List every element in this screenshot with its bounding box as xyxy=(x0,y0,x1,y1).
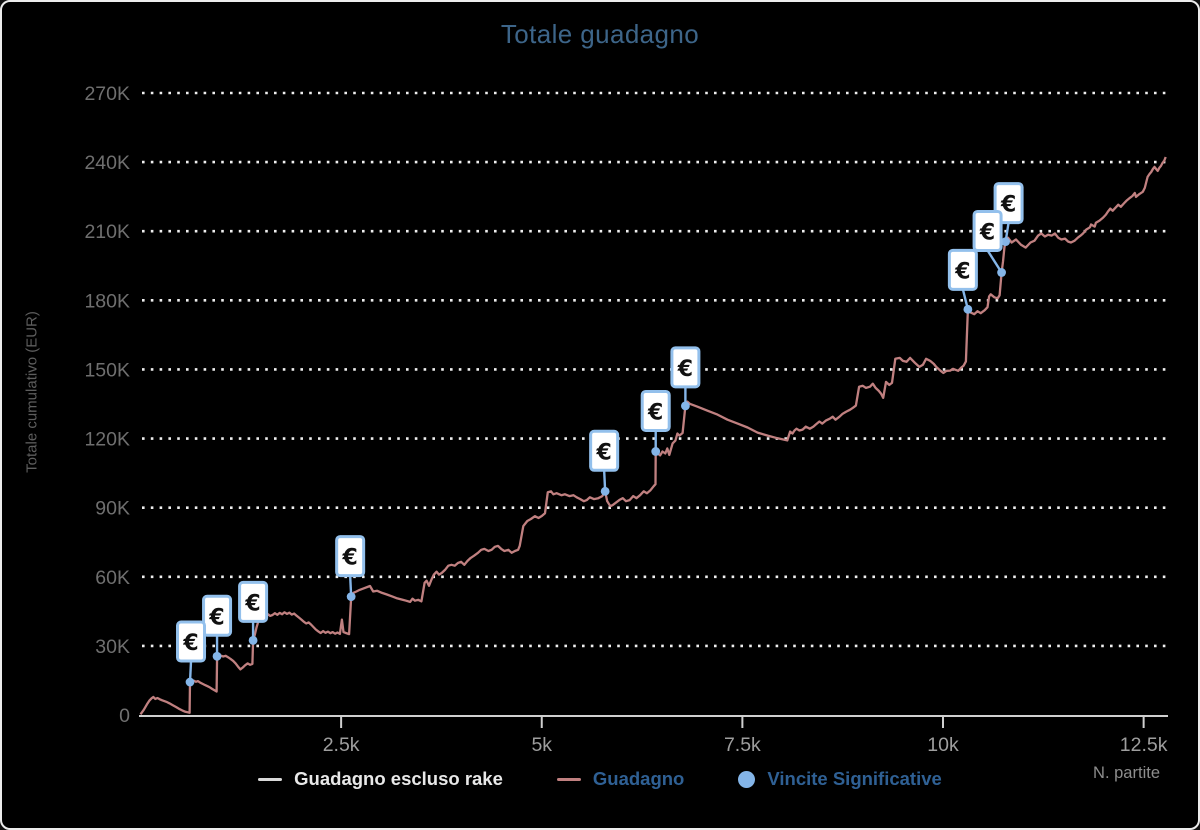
y-tick-label: 0 xyxy=(119,705,130,727)
win-dot[interactable] xyxy=(185,677,195,687)
y-tick-label: 60K xyxy=(95,567,130,589)
legend-label: Vincite Significative xyxy=(767,768,942,789)
euro-marker-symbol: € xyxy=(979,220,995,245)
euro-marker-symbol: € xyxy=(208,605,224,630)
euro-marker-symbol: € xyxy=(595,440,611,465)
euro-marker-symbol: € xyxy=(342,546,358,571)
euro-marker-box[interactable] xyxy=(947,248,978,291)
x-tick-label: 10k xyxy=(927,734,959,756)
euro-marker-symbol: € xyxy=(647,400,663,425)
y-tick-label: 90K xyxy=(95,498,130,520)
y-tick-label: 150K xyxy=(84,359,130,381)
x-tick-label: 12.5k xyxy=(1120,734,1168,756)
euro-marker-box[interactable] xyxy=(589,429,620,472)
rake-line-swatch xyxy=(258,777,283,781)
y-tick-label: 270K xyxy=(84,83,130,105)
x-tick-label: 5k xyxy=(531,734,552,756)
euro-marker-symbol: € xyxy=(1000,193,1016,218)
euro-marker-symbol: € xyxy=(182,631,198,656)
y-tick-label: 120K xyxy=(84,429,130,451)
euro-marker-symbol: € xyxy=(244,591,260,616)
win-dot[interactable] xyxy=(997,268,1006,277)
y-tick-label: 30K xyxy=(95,636,130,658)
euro-marker-box[interactable] xyxy=(238,580,269,623)
guadagno-line-swatch xyxy=(556,777,581,781)
euro-marker-symbol: € xyxy=(677,357,693,382)
win-dot[interactable] xyxy=(248,635,258,645)
win-dot[interactable] xyxy=(680,401,690,411)
euro-marker-symbol: € xyxy=(954,259,970,284)
chart-title: Totale guadagno xyxy=(500,19,700,49)
win-dot[interactable] xyxy=(346,592,356,601)
x-tick-label: 2.5k xyxy=(323,734,360,756)
win-dot[interactable] xyxy=(600,486,610,496)
legend-item-vincite-significative[interactable]: Vincite Significative xyxy=(738,768,942,790)
legend: Guadagno escluso rake Guadagno Vincite S… xyxy=(2,763,1198,795)
win-dot[interactable] xyxy=(651,447,661,456)
euro-marker-box[interactable] xyxy=(640,389,671,432)
euro-marker-box[interactable] xyxy=(335,535,366,578)
legend-label: Guadagno escluso rake xyxy=(294,768,503,789)
y-tick-label: 240K xyxy=(84,152,130,174)
y-tick-label: 210K xyxy=(84,221,130,243)
euro-marker-box[interactable] xyxy=(670,346,701,389)
euro-marker-box[interactable] xyxy=(202,594,233,637)
win-dot[interactable] xyxy=(963,304,973,314)
legend-item-guadagno-escluso-rake[interactable]: Guadagno escluso rake xyxy=(258,768,503,790)
win-dot-swatch xyxy=(738,770,756,788)
y-tick-label: 180K xyxy=(84,290,130,312)
legend-label: Guadagno xyxy=(592,768,685,789)
x-axis-title: N. partite xyxy=(1093,764,1160,782)
win-dot[interactable] xyxy=(212,651,222,661)
x-tick-label: 7.5k xyxy=(724,734,761,756)
series-line-guadagno xyxy=(139,156,1167,715)
euro-marker-box[interactable] xyxy=(972,209,1003,252)
legend-item-guadagno[interactable]: Guadagno xyxy=(556,768,685,790)
win-dot[interactable] xyxy=(1001,237,1010,246)
euro-marker-box[interactable] xyxy=(176,620,207,663)
